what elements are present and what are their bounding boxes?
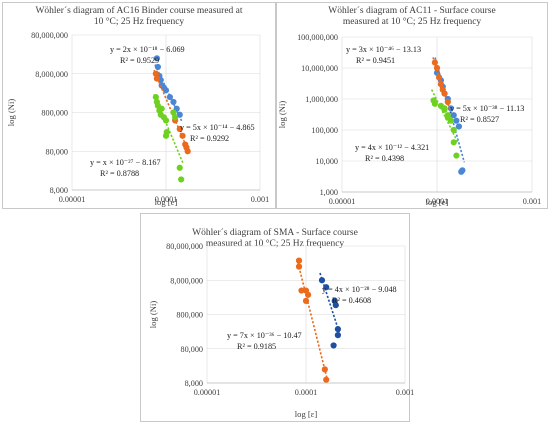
x-tick-label: 0.00001 xyxy=(329,197,356,206)
trendline-green xyxy=(430,89,460,144)
x-tick-label: 0.00001 xyxy=(59,195,86,204)
series-orange: y = 7x × 10⁻³⁶ − 10.47 R² = 0.9185 xyxy=(227,257,330,384)
trendline-orange xyxy=(296,258,329,384)
y-tick-label: 8,000,000 xyxy=(170,276,203,285)
chart-frame xyxy=(2,2,276,209)
y-tick-label: 80,000 xyxy=(180,345,203,354)
y-tick-label: 1,000,000 xyxy=(305,95,338,104)
x-axis-title: log [e] xyxy=(426,197,449,207)
trend-r-squared: R² = 0.4608 xyxy=(332,296,371,305)
chart-2: Wöhler´s diagram of AC11 - Surface cours… xyxy=(276,2,548,209)
chart-title: Wöhler´s diagram of SMA - Surface course xyxy=(192,227,358,238)
chart-title: 10 °C; 25 Hz frequency xyxy=(94,16,185,27)
trend-equation: y = 4x × 10⁻²⁸ − 9.048 xyxy=(322,285,397,294)
data-point-orange xyxy=(295,263,303,270)
data-point-orange xyxy=(304,291,312,298)
data-point-orange xyxy=(295,257,303,264)
trend-equation: y = 5x × 10⁻³⁸ − 11.13 xyxy=(450,104,524,113)
series-green: y = x × 10⁻²⁷ − 8.167 R² = 0.8788 xyxy=(90,93,185,183)
trend-equation: y = 3x × 10⁻⁴⁶ − 13.13 xyxy=(346,45,421,54)
x-tick-label: 0.0001 xyxy=(295,388,318,397)
trend-r-squared: R² = 0.9529 xyxy=(120,56,159,65)
y-tick-label: 10,000 xyxy=(315,157,338,166)
trend-r-squared: R² = 0.9292 xyxy=(190,134,229,143)
trend-equation: y = x × 10⁻²⁷ − 8.167 xyxy=(90,158,161,167)
data-point-green xyxy=(162,117,170,124)
y-axis-title: log (Ni) xyxy=(277,101,287,129)
chart-title: measured at 10 °C; 25 Hz frequency xyxy=(343,16,482,27)
y-tick-label: 100,000 xyxy=(311,126,338,135)
data-point-darkblue xyxy=(330,342,337,349)
y-tick-label: 80,000 xyxy=(45,147,68,156)
series-green: y = 4x × 10⁻¹² − 4.321 R² = 0.4398 xyxy=(355,89,460,163)
data-point-darkblue xyxy=(334,332,341,339)
trend-equation: y = 4x × 10⁻¹² − 4.321 xyxy=(355,143,429,152)
chart-1: Wöhler´s diagram of AC16 Binder course m… xyxy=(2,2,276,209)
x-tick-label: 0.0001 xyxy=(426,197,449,206)
data-point-green xyxy=(450,139,457,146)
data-point-green xyxy=(172,114,179,121)
y-tick-label: 8,000 xyxy=(50,186,68,195)
chart-title: Wöhler´s diagram of AC11 - Surface cours… xyxy=(328,5,495,16)
y-tick-label: 1,000 xyxy=(320,188,338,197)
trend-r-squared: R² = 0.9451 xyxy=(356,56,395,65)
x-tick-label: 0.001 xyxy=(523,197,541,206)
y-tick-label: 100,000,000 xyxy=(297,33,338,42)
chart-title: measured at 10 °C; 25 Hz frequency xyxy=(206,238,345,249)
data-point-green xyxy=(450,126,457,134)
trendline-darkblue xyxy=(319,272,341,335)
y-tick-label: 800,000 xyxy=(176,311,203,320)
x-tick-label: 0.0001 xyxy=(155,195,178,204)
y-axis-title: log (Ni) xyxy=(148,301,158,329)
series-darkblue: y = 4x × 10⁻²⁸ − 9.048 R² = 0.4608 xyxy=(318,272,397,349)
y-tick-label: 10,000,000 xyxy=(301,64,338,73)
y-tick-label: 800,000 xyxy=(41,109,68,118)
chart-title: Wöhler´s diagram of AC16 Binder course m… xyxy=(35,5,242,16)
data-point-green xyxy=(447,117,454,124)
trend-equation: y = 2x × 10⁻¹⁸ − 6.069 xyxy=(110,45,185,54)
trend-equation: y = 5x × 10⁻¹⁴ − 4.865 xyxy=(180,123,255,132)
chart-3: Wöhler´s diagram of SMA - Surface course… xyxy=(140,213,414,422)
trend-r-squared: R² = 0.4398 xyxy=(365,154,404,163)
data-point-blue xyxy=(153,55,160,62)
data-point-blue xyxy=(459,167,466,174)
x-axis-title: log [ɛ] xyxy=(295,409,318,419)
trend-r-squared: R² = 0.8527 xyxy=(460,115,499,124)
data-point-blue xyxy=(453,117,460,124)
y-tick-label: 80,000,000 xyxy=(31,31,68,40)
y-tick-label: 8,000,000 xyxy=(35,70,68,79)
data-point-green xyxy=(431,100,438,107)
data-point-orange xyxy=(298,287,305,294)
data-point-green xyxy=(170,109,177,116)
data-point-darkblue xyxy=(332,302,339,309)
trend-r-squared: R² = 0.9185 xyxy=(237,342,276,351)
series-orange: y = 3x × 10⁻⁴⁶ − 13.13 R² = 0.9451 xyxy=(346,45,451,111)
trend-equation: y = 7x × 10⁻³⁶ − 10.47 xyxy=(227,331,302,340)
data-point-green xyxy=(178,176,185,183)
data-point-green xyxy=(162,132,170,139)
y-axis-title: log (Ni) xyxy=(6,99,16,127)
trendline-green xyxy=(153,94,184,164)
data-point-blue xyxy=(455,123,462,130)
x-tick-label: 0.00001 xyxy=(194,388,221,397)
x-tick-label: 0.001 xyxy=(251,195,269,204)
y-tick-label: 8,000 xyxy=(185,379,203,388)
trendline-orange xyxy=(432,57,451,111)
data-point-green xyxy=(441,105,448,112)
data-point-green xyxy=(453,152,460,159)
y-tick-label: 80,000,000 xyxy=(166,242,203,251)
data-point-green xyxy=(176,164,183,171)
trend-r-squared: R² = 0.8788 xyxy=(100,169,139,178)
chart-frame xyxy=(140,213,410,422)
x-axis-title: log [e] xyxy=(155,197,178,207)
x-tick-label: 0.001 xyxy=(396,388,414,397)
